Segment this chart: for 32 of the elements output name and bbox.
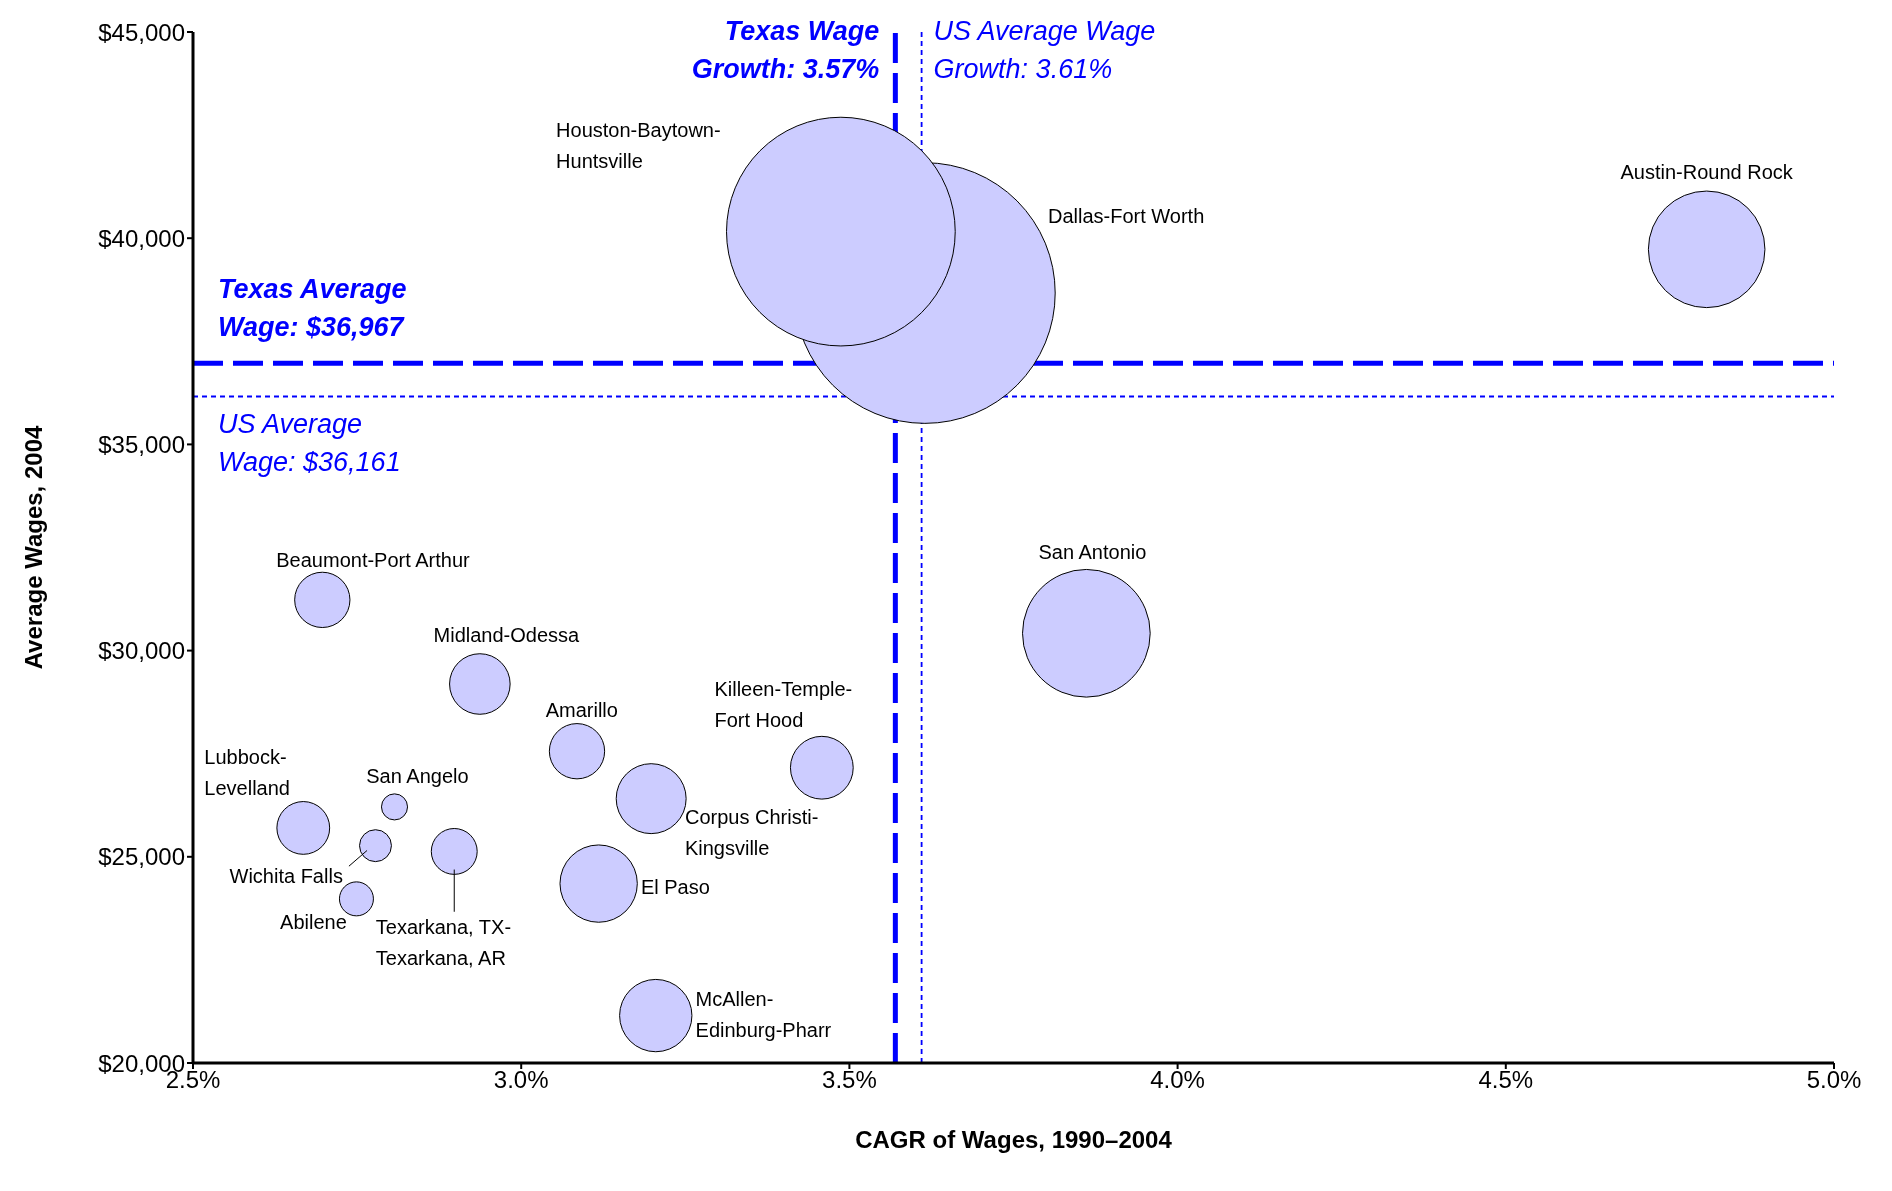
ref-line-label: Texas Wage Growth: 3.57%: [691, 16, 880, 84]
x-tick-label: 4.0%: [1150, 1066, 1205, 1094]
annotation: Houston-Baytown- Huntsville: [556, 119, 721, 173]
ref-line-label: US Average Wage Growth: 3.61%: [933, 16, 1156, 84]
x-tick-label: 4.5%: [1478, 1066, 1534, 1094]
y-tick-label: $30,000: [98, 637, 185, 665]
annotation: Texarkana, TX- Texarkana, AR: [375, 916, 512, 970]
y-tick-label: $25,000: [98, 843, 185, 871]
annotation: Amarillo: [545, 699, 618, 722]
annotation: Dallas-Fort Worth: [1047, 204, 1205, 227]
x-tick-label: 3.5%: [822, 1066, 877, 1094]
annotation: Killeen-Temple- Fort Hood: [714, 678, 853, 732]
y-axis-title: Average Wages, 2004: [19, 425, 47, 670]
x-tick-label: 3.0%: [493, 1066, 549, 1094]
annotation: Lubbock- Levelland: [204, 745, 290, 799]
annotation: Beaumont-Port Arthur: [276, 549, 471, 572]
annotation: Wichita Falls: [229, 864, 343, 887]
x-axis-title: CAGR of Wages, 1990–2004: [855, 1126, 1173, 1153]
annotation: Abilene: [280, 910, 347, 933]
ref-line-label: US Average Wage: $36,161: [218, 408, 401, 477]
y-tick-label: $35,000: [98, 430, 185, 458]
annotation: San Angelo: [366, 764, 469, 787]
y-tick-label: $40,000: [98, 224, 185, 252]
y-tick-label: $45,000: [98, 18, 185, 46]
annotation: McAllen- Edinburg-Pharr: [695, 987, 832, 1041]
annotation: Austin-Round Rock: [1620, 161, 1794, 184]
annotation: San Antonio: [1038, 541, 1147, 564]
annotation: Midland-Odessa: [433, 623, 581, 646]
annotation: Corpus Christi- Kingsville: [684, 805, 819, 859]
ref-line-label: Texas Average Wage: $36,967: [218, 274, 407, 343]
x-tick-label: 5.0%: [1806, 1066, 1862, 1094]
annotation: El Paso: [640, 876, 710, 899]
